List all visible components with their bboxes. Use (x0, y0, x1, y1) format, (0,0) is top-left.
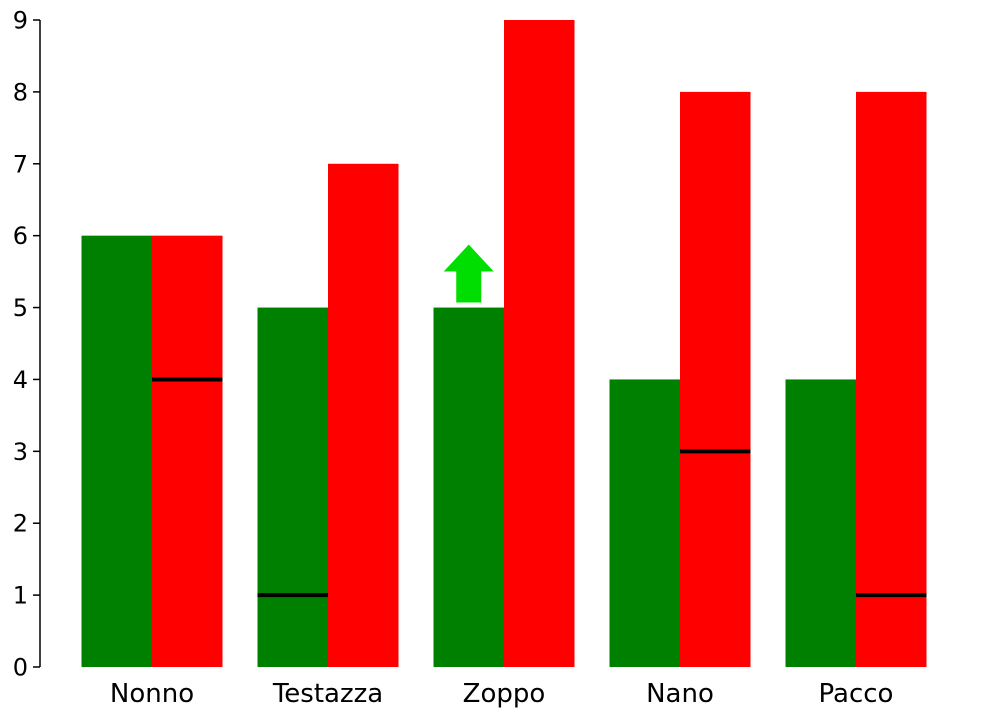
markers-layer (152, 377, 927, 598)
y-tick-label: 4 (13, 366, 28, 394)
x-tick-label-nano: Nano (646, 679, 714, 709)
bar-zoppo-series-1 (433, 307, 504, 667)
y-tick-label: 3 (13, 438, 28, 466)
y-tick-label: 2 (13, 510, 28, 538)
bar-pacco-series-1 (785, 379, 856, 667)
bar-nano-series-1 (609, 379, 680, 667)
arrows-layer (443, 244, 494, 303)
y-tick-label: 7 (13, 150, 28, 178)
y-tick-label: 8 (13, 78, 28, 106)
x-tick-label-zoppo: Zoppo (463, 679, 546, 709)
y-axis: 0 1 2 3 4 5 6 7 8 9 (13, 7, 41, 682)
bar-zoppo-series-2 (504, 20, 575, 667)
y-tick-label: 5 (13, 294, 28, 322)
y-tick-label: 9 (13, 7, 28, 35)
x-axis-labels: Nonno Testazza Zoppo Nano Pacco (110, 679, 894, 709)
bar-pacco-series-2 (856, 91, 927, 667)
bar-nonno-series-1 (81, 235, 152, 667)
up-arrow-icon (443, 244, 494, 303)
bar-nano-series-2 (680, 91, 751, 667)
x-tick-label-nonno: Nonno (110, 679, 194, 709)
bars-layer (81, 20, 927, 667)
bar-testazza-series-1 (257, 307, 328, 667)
y-tick-label: 1 (13, 582, 28, 610)
x-tick-label-testazza: Testazza (272, 679, 383, 709)
bar-testazza-series-2 (328, 163, 399, 667)
y-tick-label: 0 (13, 654, 28, 682)
x-tick-label-pacco: Pacco (819, 679, 894, 709)
bar-nonno-series-2 (152, 235, 223, 667)
y-tick-label: 6 (13, 222, 28, 250)
